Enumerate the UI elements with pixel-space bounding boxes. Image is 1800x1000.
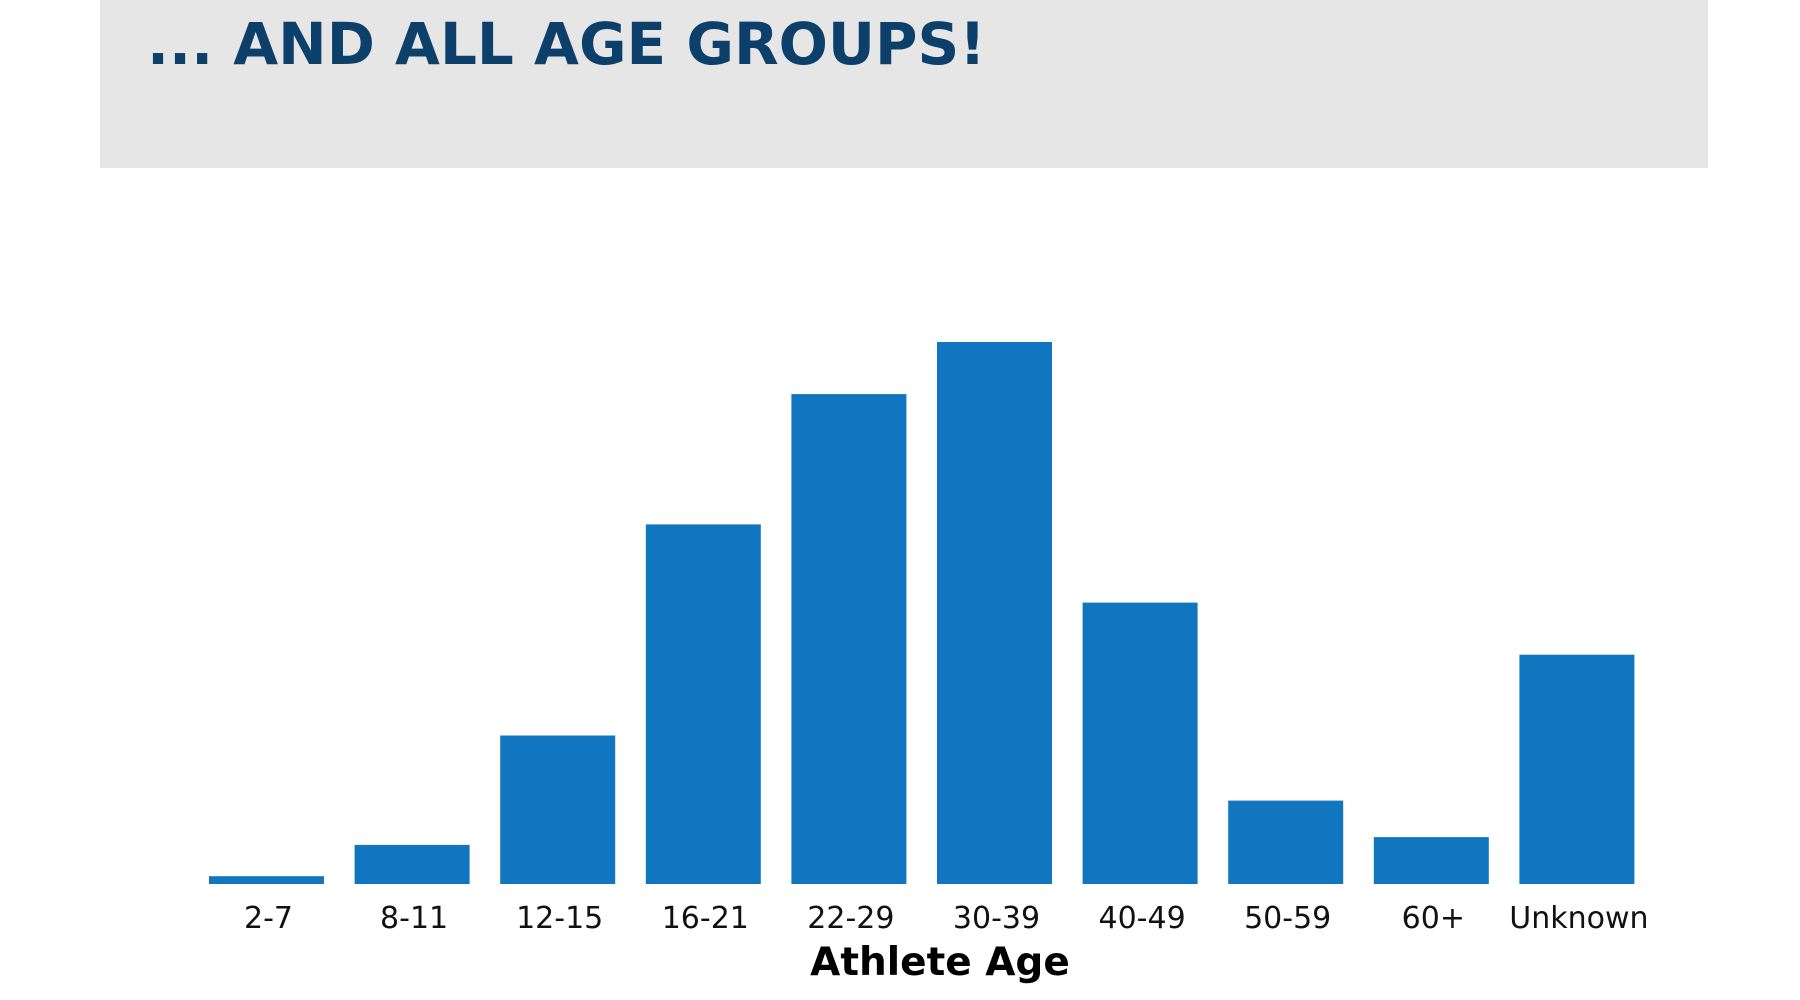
x-tick-label: 60+ — [1402, 901, 1465, 936]
x-tick-label: 40-49 — [1099, 901, 1186, 936]
x-tick-labels: 2-7 8-11 12-15 16-21 22-29 30-39 40-49 50-59 60+… — [244, 901, 1649, 936]
x-tick-label: 8-11 — [380, 901, 448, 936]
bar-40-49 — [1082, 602, 1198, 884]
bar-16-21 — [645, 524, 761, 884]
title-banner — [100, 0, 1708, 168]
bars-group — [209, 342, 1635, 884]
x-tick-label: 16-21 — [662, 901, 749, 936]
bar-2-7 — [209, 876, 324, 884]
x-axis-label: Athlete Age — [810, 940, 1070, 985]
x-tick-label: 50-59 — [1244, 901, 1331, 936]
bar-50-59 — [1228, 800, 1344, 884]
x-tick-label: Unknown — [1509, 901, 1648, 936]
x-tick-label: 2-7 — [244, 901, 293, 936]
x-tick-label: 30-39 — [953, 901, 1040, 936]
bar-30-39 — [937, 342, 1052, 884]
bar-8-11 — [354, 844, 470, 884]
bar-22-29 — [791, 394, 907, 884]
x-tick-label: 22-29 — [807, 901, 894, 936]
bar-unknown — [1519, 654, 1635, 884]
bar-60- — [1373, 837, 1489, 884]
x-tick-label: 12-15 — [516, 901, 603, 936]
page-title: ... AND ALL AGE GROUPS! — [147, 10, 986, 78]
bar-12-15 — [500, 735, 616, 884]
